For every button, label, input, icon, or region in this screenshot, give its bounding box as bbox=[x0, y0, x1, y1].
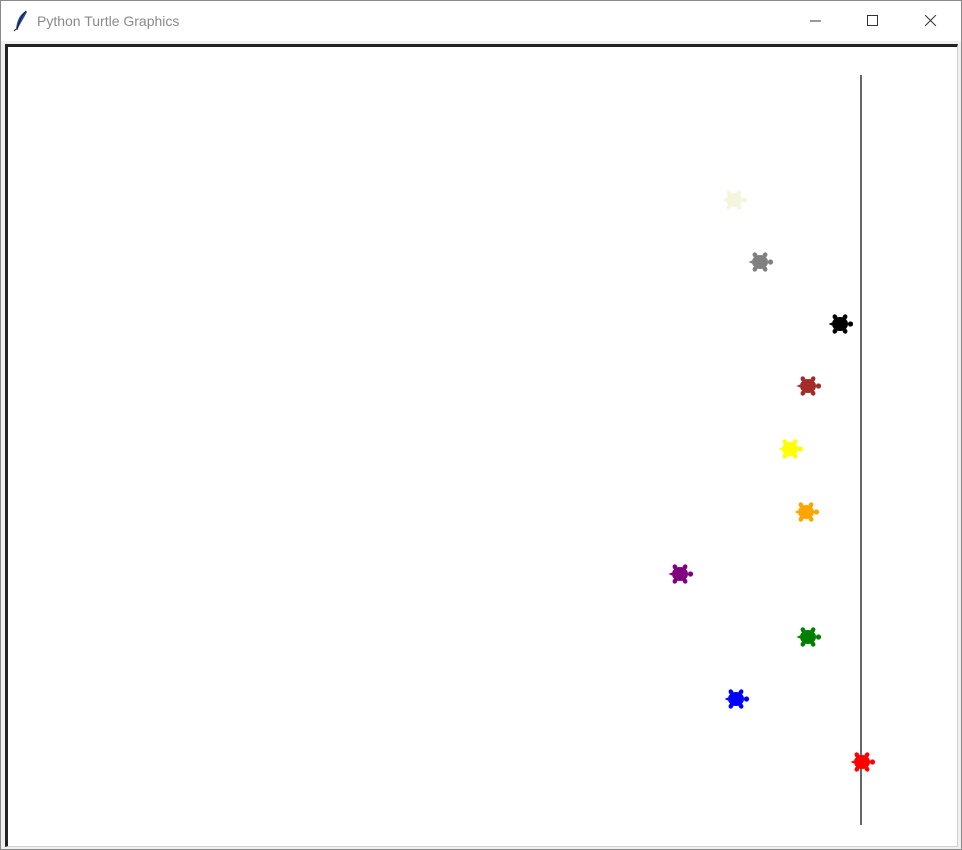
maximize-button[interactable] bbox=[844, 1, 902, 41]
turtle-brown bbox=[796, 375, 822, 397]
turtle-blue bbox=[724, 688, 750, 710]
turtle-orange bbox=[794, 501, 820, 523]
turtle-gray bbox=[748, 251, 774, 273]
turtle-beige bbox=[722, 189, 748, 211]
minimize-button[interactable] bbox=[787, 1, 845, 41]
window-title: Python Turtle Graphics bbox=[37, 13, 180, 29]
minimize-icon bbox=[810, 20, 821, 22]
turtle-red bbox=[850, 751, 876, 773]
maximize-icon bbox=[867, 15, 878, 26]
close-icon bbox=[925, 15, 937, 27]
turtle-green bbox=[796, 626, 822, 648]
turtle-purple bbox=[668, 563, 694, 585]
feather-icon bbox=[13, 10, 29, 32]
turtle-canvas[interactable] bbox=[8, 47, 958, 847]
title-bar[interactable]: Python Turtle Graphics bbox=[1, 1, 961, 41]
close-button[interactable] bbox=[902, 1, 960, 41]
turtle-yellow bbox=[778, 438, 804, 460]
turtle-canvas-frame bbox=[5, 44, 958, 847]
turtle-black bbox=[828, 313, 854, 335]
